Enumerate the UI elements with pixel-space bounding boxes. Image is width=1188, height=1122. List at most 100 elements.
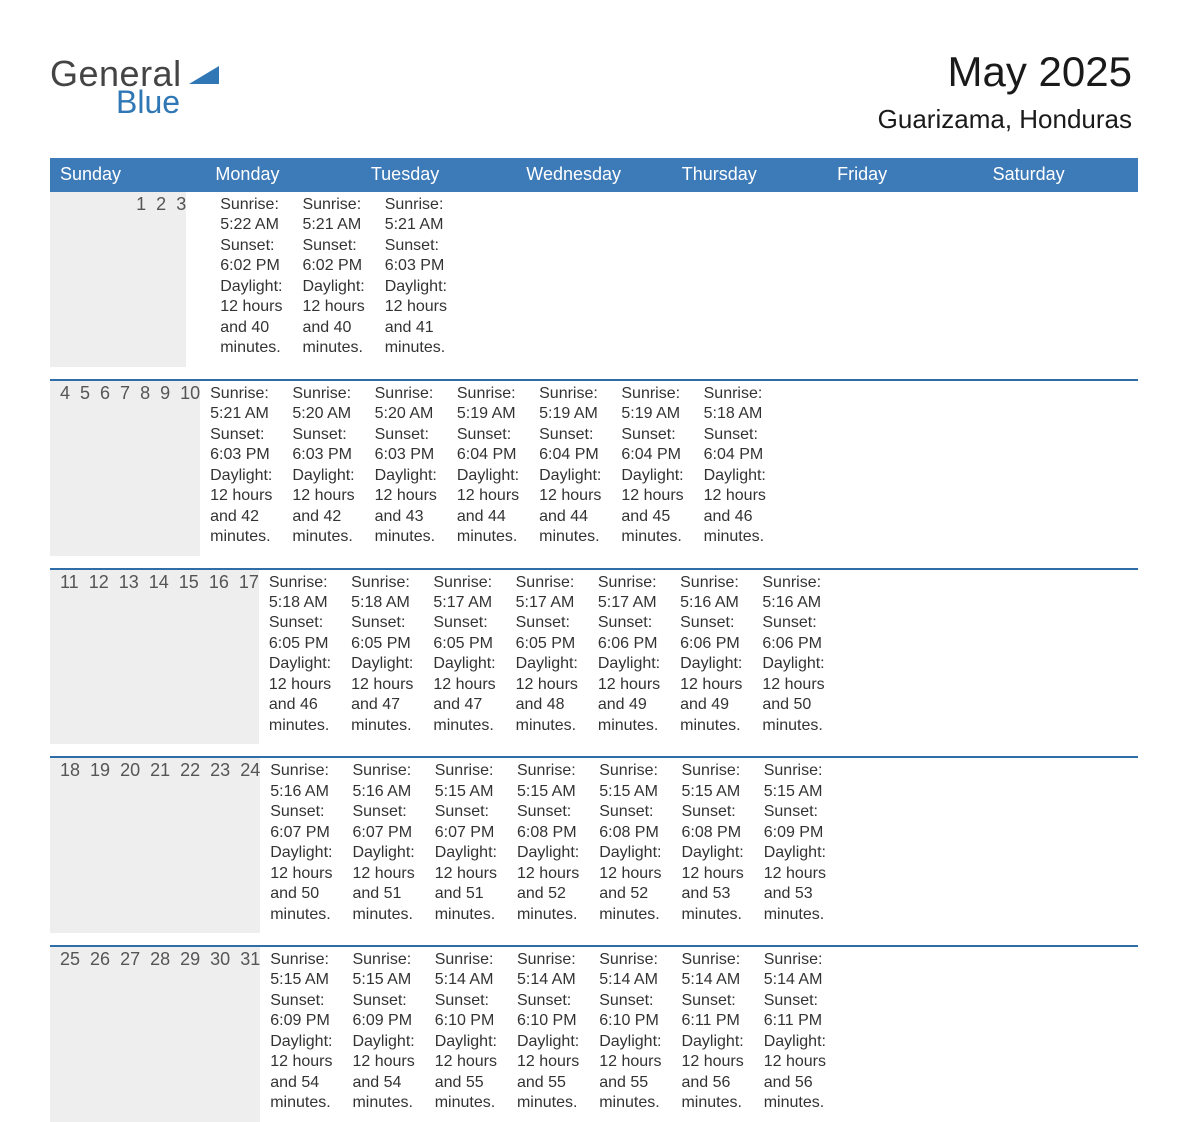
month-title: May 2025	[878, 48, 1132, 96]
day-cell: Sunrise: 5:15 AMSunset: 6:09 PMDaylight:…	[342, 947, 424, 1122]
day-cell: Sunrise: 5:14 AMSunset: 6:10 PMDaylight:…	[425, 947, 507, 1122]
day-detail-text: Sunrise: 5:20 AMSunset: 6:03 PMDaylight:…	[365, 381, 441, 548]
day-number	[107, 192, 126, 367]
day-detail-row: Sunrise: 5:21 AMSunset: 6:03 PMDaylight:…	[200, 381, 776, 556]
day-number: 14	[139, 570, 169, 745]
day-detail-text: Sunrise: 5:18 AMSunset: 6:05 PMDaylight:…	[259, 570, 335, 737]
day-number: 17	[229, 570, 259, 745]
day-number: 27	[110, 947, 140, 1122]
day-cell: Sunrise: 5:15 AMSunset: 6:08 PMDaylight:…	[507, 758, 589, 933]
day-cell: Sunrise: 5:21 AMSunset: 6:03 PMDaylight:…	[375, 192, 457, 367]
day-number: 1	[126, 192, 146, 367]
day-detail-text: Sunrise: 5:16 AMSunset: 6:06 PMDaylight:…	[670, 570, 746, 737]
day-number	[69, 192, 88, 367]
day-cell: Sunrise: 5:16 AMSunset: 6:06 PMDaylight:…	[752, 570, 834, 745]
day-detail-text: Sunrise: 5:20 AMSunset: 6:03 PMDaylight:…	[282, 381, 358, 548]
day-detail-text: Sunrise: 5:15 AMSunset: 6:07 PMDaylight:…	[425, 758, 501, 925]
title-block: May 2025 Guarizama, Honduras	[878, 48, 1132, 135]
day-number: 6	[90, 381, 110, 556]
day-detail-text: Sunrise: 5:21 AMSunset: 6:02 PMDaylight:…	[292, 192, 368, 359]
dow-wednesday: Wednesday	[516, 158, 671, 192]
day-detail-text: Sunrise: 5:15 AMSunset: 6:08 PMDaylight:…	[507, 758, 583, 925]
day-number: 13	[109, 570, 139, 745]
day-cell: Sunrise: 5:15 AMSunset: 6:09 PMDaylight:…	[260, 947, 342, 1122]
day-number: 9	[150, 381, 170, 556]
day-number: 25	[50, 947, 80, 1122]
day-number: 12	[79, 570, 109, 745]
day-number: 22	[170, 758, 200, 933]
day-cell: Sunrise: 5:15 AMSunset: 6:08 PMDaylight:…	[671, 758, 753, 933]
day-detail-text: Sunrise: 5:14 AMSunset: 6:10 PMDaylight:…	[589, 947, 665, 1114]
logo-triangle-icon	[189, 62, 219, 88]
day-detail-text: Sunrise: 5:15 AMSunset: 6:08 PMDaylight:…	[589, 758, 665, 925]
day-detail-text: Sunrise: 5:22 AMSunset: 6:02 PMDaylight:…	[210, 192, 286, 359]
day-cell: Sunrise: 5:21 AMSunset: 6:03 PMDaylight:…	[200, 381, 282, 556]
day-number-row: 11121314151617	[50, 570, 259, 745]
day-cell: Sunrise: 5:15 AMSunset: 6:09 PMDaylight:…	[754, 758, 836, 933]
day-cell: Sunrise: 5:14 AMSunset: 6:10 PMDaylight:…	[507, 947, 589, 1122]
day-cell: Sunrise: 5:18 AMSunset: 6:04 PMDaylight:…	[694, 381, 776, 556]
day-detail-text: Sunrise: 5:16 AMSunset: 6:06 PMDaylight:…	[752, 570, 828, 737]
day-number: 4	[50, 381, 70, 556]
day-number: 31	[230, 947, 260, 1122]
day-detail-text: Sunrise: 5:14 AMSunset: 6:10 PMDaylight:…	[425, 947, 501, 1114]
day-detail-row: Sunrise: 5:18 AMSunset: 6:05 PMDaylight:…	[259, 570, 835, 745]
day-cell: Sunrise: 5:21 AMSunset: 6:02 PMDaylight:…	[292, 192, 374, 367]
day-cell: Sunrise: 5:14 AMSunset: 6:10 PMDaylight:…	[589, 947, 671, 1122]
day-cell: Sunrise: 5:17 AMSunset: 6:06 PMDaylight:…	[588, 570, 670, 745]
calendar-week: 45678910Sunrise: 5:21 AMSunset: 6:03 PMD…	[50, 379, 1138, 556]
dow-friday: Friday	[827, 158, 982, 192]
day-number	[50, 192, 69, 367]
page: General Blue May 2025 Guarizama, Hondura…	[0, 0, 1188, 918]
day-number-row: 123	[50, 192, 186, 367]
day-number: 19	[80, 758, 110, 933]
day-detail-text: Sunrise: 5:15 AMSunset: 6:09 PMDaylight:…	[342, 947, 418, 1114]
day-cell: Sunrise: 5:22 AMSunset: 6:02 PMDaylight:…	[210, 192, 292, 367]
day-number: 30	[200, 947, 230, 1122]
day-detail-text: Sunrise: 5:14 AMSunset: 6:10 PMDaylight:…	[507, 947, 583, 1114]
calendar-week: 123 Sunrise: 5:22 AMSunset: 6:02 PMDaylig…	[50, 192, 1138, 367]
day-number: 16	[199, 570, 229, 745]
day-detail-text: Sunrise: 5:16 AMSunset: 6:07 PMDaylight:…	[342, 758, 418, 925]
day-detail-row: Sunrise: 5:16 AMSunset: 6:07 PMDaylight:…	[260, 758, 836, 933]
dow-saturday: Saturday	[983, 158, 1138, 192]
day-detail-text: Sunrise: 5:18 AMSunset: 6:04 PMDaylight:…	[694, 381, 770, 548]
day-detail-text: Sunrise: 5:15 AMSunset: 6:08 PMDaylight:…	[671, 758, 747, 925]
day-cell: Sunrise: 5:14 AMSunset: 6:11 PMDaylight:…	[754, 947, 836, 1122]
day-detail-text: Sunrise: 5:18 AMSunset: 6:05 PMDaylight:…	[341, 570, 417, 737]
day-number: 23	[200, 758, 230, 933]
day-cell: Sunrise: 5:16 AMSunset: 6:06 PMDaylight:…	[670, 570, 752, 745]
day-number: 10	[170, 381, 200, 556]
day-cell: Sunrise: 5:16 AMSunset: 6:07 PMDaylight:…	[260, 758, 342, 933]
dow-monday: Monday	[205, 158, 360, 192]
day-number: 7	[110, 381, 130, 556]
logo: General Blue	[50, 56, 219, 118]
day-cell: Sunrise: 5:15 AMSunset: 6:07 PMDaylight:…	[425, 758, 507, 933]
day-number	[88, 192, 107, 367]
dow-sunday: Sunday	[50, 158, 205, 192]
day-cell: Sunrise: 5:16 AMSunset: 6:07 PMDaylight:…	[342, 758, 424, 933]
day-detail-text: Sunrise: 5:15 AMSunset: 6:09 PMDaylight:…	[260, 947, 336, 1114]
day-number: 26	[80, 947, 110, 1122]
day-number-row: 18192021222324	[50, 758, 260, 933]
day-cell: Sunrise: 5:14 AMSunset: 6:11 PMDaylight:…	[671, 947, 753, 1122]
location-label: Guarizama, Honduras	[878, 104, 1132, 135]
day-detail-row: Sunrise: 5:15 AMSunset: 6:09 PMDaylight:…	[260, 947, 836, 1122]
day-detail-text: Sunrise: 5:17 AMSunset: 6:05 PMDaylight:…	[506, 570, 582, 737]
day-number: 5	[70, 381, 90, 556]
day-number: 11	[50, 570, 79, 745]
day-detail-text: Sunrise: 5:14 AMSunset: 6:11 PMDaylight:…	[754, 947, 830, 1114]
day-number-row: 45678910	[50, 381, 200, 556]
day-cell: Sunrise: 5:15 AMSunset: 6:08 PMDaylight:…	[589, 758, 671, 933]
day-cell: Sunrise: 5:19 AMSunset: 6:04 PMDaylight:…	[611, 381, 693, 556]
day-number: 2	[146, 192, 166, 367]
day-cell: Sunrise: 5:17 AMSunset: 6:05 PMDaylight:…	[423, 570, 505, 745]
day-number: 18	[50, 758, 80, 933]
dow-thursday: Thursday	[672, 158, 827, 192]
day-number: 24	[230, 758, 260, 933]
dow-tuesday: Tuesday	[361, 158, 516, 192]
calendar-week: 25262728293031Sunrise: 5:15 AMSunset: 6:…	[50, 945, 1138, 1122]
day-number: 20	[110, 758, 140, 933]
day-number: 21	[140, 758, 170, 933]
day-number: 8	[130, 381, 150, 556]
